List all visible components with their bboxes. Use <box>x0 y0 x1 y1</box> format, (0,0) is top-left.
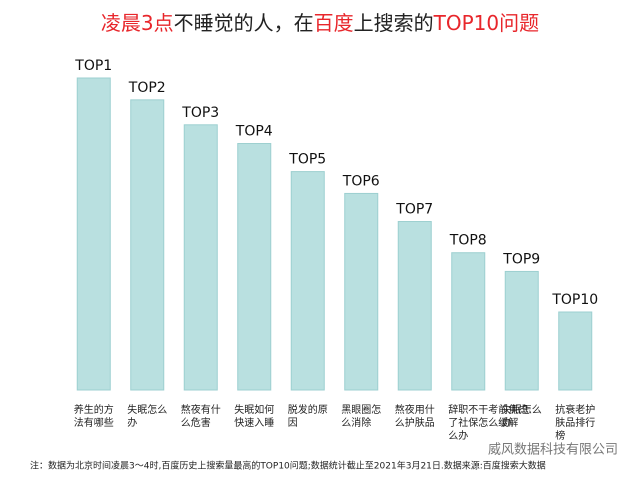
rank-label: TOP10 <box>551 292 598 308</box>
x-tick-label: 因 <box>288 417 298 429</box>
note: 注：数据为北京时间凌晨3～4时,百度历史上搜索量最高的TOP10问题;数据统计截… <box>30 460 546 472</box>
rank-label: TOP5 <box>288 152 326 168</box>
x-tick-label: 么消除 <box>341 416 371 429</box>
rank-label: TOP3 <box>181 105 219 121</box>
x-tick-label: 养生的方 <box>74 403 114 416</box>
watermark: 威风数据科技有限公司 <box>488 443 618 458</box>
x-tick-label: 脱发的原 <box>288 403 328 416</box>
x-tick-label: 么护肤品 <box>395 416 435 429</box>
x-tick-label: 熬夜有什 <box>181 403 221 416</box>
bar <box>504 270 539 391</box>
bar <box>183 124 218 391</box>
title-part: TOP10问题 <box>433 11 539 35</box>
chart-title: 凌晨3点不睡觉的人，在百度上搜索的TOP10问题 <box>101 11 539 35</box>
rank-label: TOP7 <box>395 202 433 218</box>
bar <box>344 192 379 391</box>
rank-label: TOP6 <box>342 173 380 189</box>
title-part: 百度 <box>314 11 354 35</box>
rank-label: TOP9 <box>502 251 540 267</box>
bar <box>558 311 593 391</box>
x-tick-label: 肤品排行 <box>555 416 595 429</box>
x-tick-label: 么办 <box>448 429 468 442</box>
x-tick-label: 么危害 <box>181 416 211 429</box>
title-part: 凌晨3点 <box>101 11 174 35</box>
x-tick-label: 辞职不干考前焦虑 <box>448 403 528 416</box>
x-tick-label: 榜 <box>555 429 565 442</box>
bar <box>451 252 486 391</box>
rank-label: TOP8 <box>449 233 487 249</box>
x-tick-label: 办 <box>127 416 137 429</box>
x-tick-label: 失眠如何 <box>234 403 274 416</box>
rank-label: TOP4 <box>235 124 273 140</box>
x-tick-label: 黑眼圈怎 <box>341 403 381 416</box>
x-tick-label: 法有哪些 <box>74 416 114 429</box>
x-tick-label: 抗衰老护 <box>555 403 595 416</box>
x-tick-label: 办 <box>502 416 512 429</box>
x-tick-label: 了社保怎么缓解 <box>448 416 518 429</box>
x-tick-label: 失眠怎么 <box>502 403 542 416</box>
bar <box>290 171 325 391</box>
bar <box>130 99 165 391</box>
bar <box>76 77 111 391</box>
bar <box>397 221 432 391</box>
title-part: 不睡觉的人，在 <box>174 11 314 35</box>
rank-label: TOP1 <box>74 58 112 74</box>
x-tick-label: 失眠怎么 <box>127 403 167 416</box>
x-tick-label: 快速入睡 <box>234 416 274 429</box>
rank-label: TOP2 <box>128 80 166 96</box>
bar <box>237 143 272 391</box>
title-part: 上搜索的 <box>354 11 434 35</box>
x-tick-label: 熬夜用什 <box>395 403 435 416</box>
